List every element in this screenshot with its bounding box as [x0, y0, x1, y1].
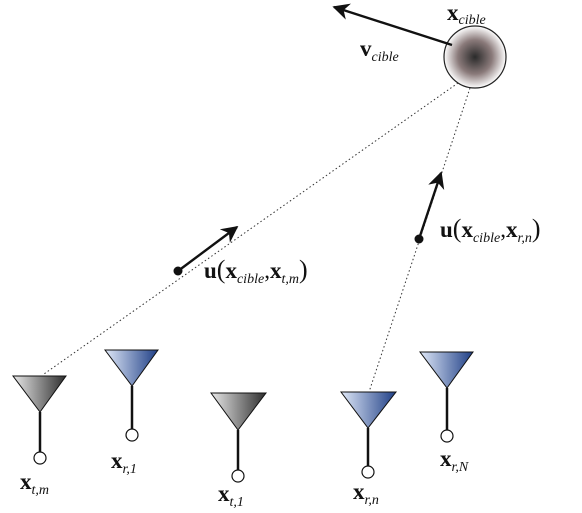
antenna-horn: [210, 392, 268, 431]
antenna-port: [125, 428, 139, 442]
antenna-label-r1: xr,1: [111, 448, 137, 477]
velocity-arrow: [332, 3, 453, 47]
antenna-horn: [12, 375, 67, 413]
antenna-horn: [104, 349, 159, 387]
antenna-horn: [340, 391, 398, 429]
antenna-label-rN: xr,N: [440, 446, 469, 475]
antenna-label-tm: xt,m: [20, 469, 49, 498]
target-position-label: xcible: [447, 0, 486, 28]
antenna-horn: [419, 351, 474, 389]
antenna-receiver-N: [419, 351, 474, 443]
antenna-transmitter-m: [12, 375, 67, 465]
unit-vector-receiver-label: u(xcible,xr,n): [440, 214, 541, 246]
los-path-transmitter: [43, 82, 459, 375]
target: [332, 3, 507, 89]
antenna-transmitter-1: [210, 392, 268, 483]
target-velocity-label: vcible: [360, 36, 399, 65]
unit-vector-transmitter: [173, 225, 239, 276]
antenna-receiver-1: [104, 349, 159, 442]
antenna-port: [231, 469, 245, 483]
unit-vector-arrow: [177, 225, 239, 272]
target-blob: [443, 25, 507, 89]
antenna-label-rn: xr,n: [353, 479, 379, 508]
antenna-port: [440, 429, 454, 443]
unit-vector-arrow: [417, 171, 445, 240]
unit-vector-receiver: [414, 171, 445, 244]
antenna-receiver-n: [340, 391, 398, 479]
unit-vector-transmitter-label: u(xcible,xt,m): [204, 255, 308, 287]
antenna-port: [33, 451, 47, 465]
antenna-port: [361, 465, 375, 479]
antenna-label-t1: xt,1: [218, 481, 244, 510]
